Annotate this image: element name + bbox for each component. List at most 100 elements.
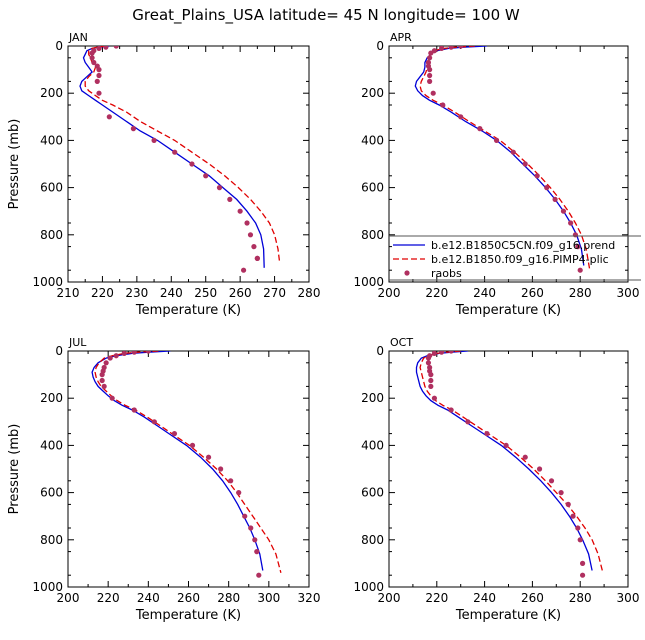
raobs-points-marker [544,185,550,191]
raobs-points-marker [558,490,564,496]
y-tick-label: 1000 [32,580,63,594]
panel-apr: APR 200 220 240 260 280 300 0 200 400 600 800 1000 Te… [353,31,641,318]
x-tick-label: 210 [57,286,80,300]
x-tick-label: 220 [91,286,114,300]
raobs-points-marker [522,161,528,167]
raobs-points-marker [431,395,438,401]
raobs-points-marker [109,395,115,401]
plot-data [79,46,281,273]
raobs-points-marker [244,220,250,226]
raobs-points-marker [107,355,113,361]
model-2-line [84,46,281,264]
raobs-points-marker [534,173,540,179]
raobs-points-marker [536,466,543,472]
raobs-points-marker [428,50,434,56]
panel-label: JUL [68,336,87,349]
raobs-points-marker [477,126,483,132]
raobs-points-marker [96,46,102,51]
panel-jan: JAN 210 220 230 240 250 260 270 280 0 200 400 600 800… [7,31,320,318]
y-tick-label: 800 [40,533,63,547]
x-axis-title: Temperature (K) [455,303,561,318]
x-axis-title: Temperature (K) [135,303,241,318]
raobs-points-marker [254,549,260,555]
raobs-points-marker [575,525,581,531]
raobs-points-marker [242,513,248,519]
raobs-points-marker [465,419,471,425]
y-tick-label: 400 [361,133,384,147]
x-tick-label: 200 [378,591,401,605]
x-tick-label: 260 [521,591,544,605]
legend: b.e12.B1850C5CN.f09_g16.prendb.e12.B1850… [389,235,641,281]
raobs-points-marker [427,78,433,84]
y-tick-label: 1000 [353,275,384,289]
y-tick-label: 800 [361,533,384,547]
raobs-points-marker [103,360,109,366]
raobs-points-marker [106,114,112,120]
raobs-points-marker [458,46,464,49]
y-tick-label: 200 [361,86,384,100]
raobs-points-marker [99,377,105,384]
raobs-points-marker [440,102,446,108]
raobs-points-marker [522,454,528,460]
y-tick-label: 200 [40,86,63,100]
raobs-points-marker [448,351,454,354]
raobs-points-marker [227,196,233,202]
raobs-points-marker [458,114,464,120]
x-tick-label: 200 [378,286,401,300]
y-tick-label: 0 [376,39,384,53]
raobs-points-marker [131,407,137,413]
figure-title: Great_Plains_USA latitude= 45 N longitud… [132,6,520,25]
raobs-points-marker [579,560,586,567]
raobs-points-marker [91,59,97,66]
raobs-points-marker [240,267,247,273]
raobs-points-marker [448,46,454,50]
x-tick-label: 260 [229,286,252,300]
y-tick-label: 1000 [32,275,63,289]
raobs-points-marker [448,407,454,413]
plot-frame [67,45,310,283]
raobs-points-marker [438,351,445,355]
y-tick-label: 0 [55,344,63,358]
raobs-points-marker [113,353,119,359]
raobs-points-marker [130,126,137,132]
y-tick-label: 0 [376,344,384,358]
x-tick-label: 260 [177,591,200,605]
raobs-points-marker [203,173,209,179]
legend-marker-raobs [404,270,410,276]
model-1-line [91,351,264,571]
y-tick-label: 400 [40,133,63,147]
plot-data [414,46,591,273]
x-tick-label: 280 [569,591,592,605]
x-tick-label: 200 [57,591,80,605]
raobs-points-marker [252,537,258,543]
raobs-points-marker [218,466,224,472]
x-axis-title: Temperature (K) [135,608,241,623]
model-1-line [415,351,593,571]
y-tick-label: 0 [55,39,63,53]
raobs-points-marker [568,220,574,226]
raobs-points-marker [428,377,434,384]
raobs-points-marker [247,232,254,238]
raobs-points-marker [493,137,500,143]
x-tick-label: 240 [137,591,160,605]
y-tick-label: 200 [361,391,384,405]
raobs-points-marker [94,78,100,84]
y-tick-label: 600 [361,486,384,500]
raobs-points-marker [560,208,567,214]
x-tick-label: 300 [257,591,280,605]
raobs-points-marker [425,355,432,361]
x-tick-label: 230 [125,286,148,300]
x-tick-label: 260 [521,286,544,300]
raobs-points-marker [189,161,195,167]
x-tick-label: 280 [298,286,321,300]
panel-jul: JUL 200 220 240 260 280 300 320 0 200 400 600 800 100… [7,336,320,623]
raobs-points-marker [89,50,95,56]
y-tick-label: 200 [40,391,63,405]
raobs-points-marker [99,372,105,378]
legend-label: b.e12.B1850.f09_g16.PIMP4-plic [431,253,609,266]
panel-oct: OCT 200 220 240 260 280 300 0 200 400 600 800 1000 Te… [353,336,639,623]
panel-label: JAN [68,31,88,44]
raobs-points-marker [216,185,223,191]
raobs-points-marker [96,90,102,96]
